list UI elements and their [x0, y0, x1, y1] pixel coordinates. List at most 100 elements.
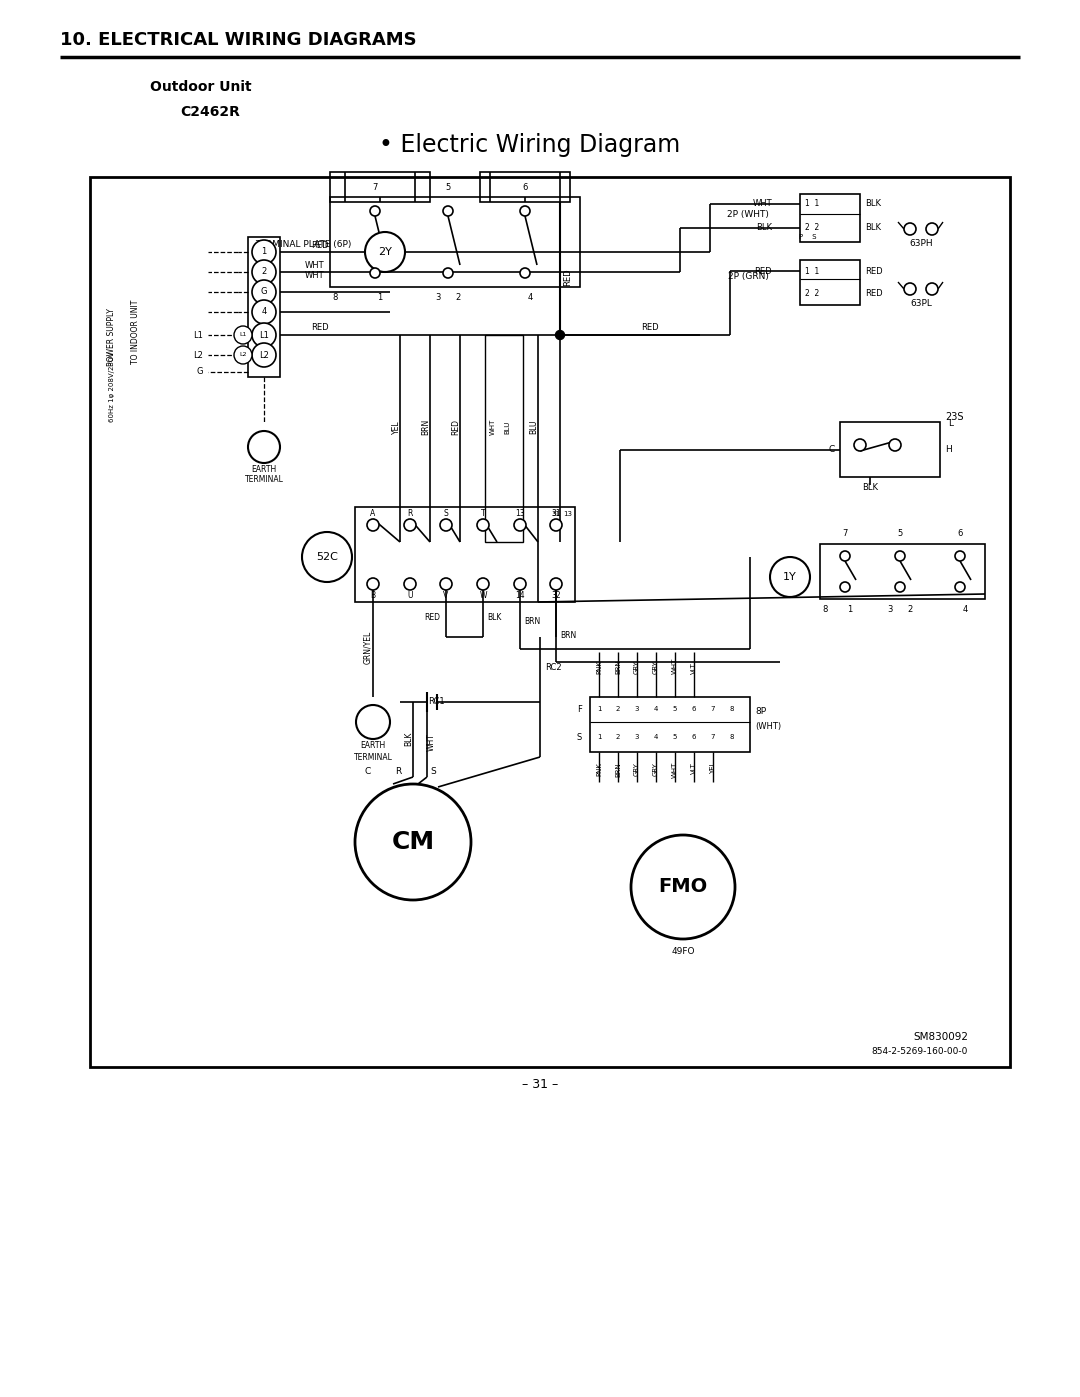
Circle shape — [443, 205, 453, 217]
Text: 2: 2 — [456, 292, 461, 302]
Text: – 31 –: – 31 – — [522, 1077, 558, 1091]
Text: 3: 3 — [635, 733, 639, 740]
Text: BLK: BLK — [756, 224, 772, 232]
Text: L2: L2 — [240, 352, 246, 358]
Text: 6: 6 — [692, 705, 697, 712]
Text: 1  1: 1 1 — [805, 200, 819, 208]
Text: 2: 2 — [261, 267, 267, 277]
Text: TERMINAL: TERMINAL — [244, 475, 283, 485]
Text: RED: RED — [865, 289, 882, 298]
Bar — [485, 335, 523, 542]
Circle shape — [550, 520, 562, 531]
Text: BLK: BLK — [865, 224, 881, 232]
Text: R: R — [407, 510, 413, 518]
Bar — [820, 543, 985, 599]
Circle shape — [252, 240, 276, 264]
Text: TERMINAL: TERMINAL — [353, 753, 392, 761]
Circle shape — [555, 331, 565, 339]
Text: R: R — [395, 767, 401, 777]
Text: RED: RED — [865, 267, 882, 275]
Circle shape — [514, 578, 526, 590]
Bar — [248, 237, 280, 377]
Text: RED: RED — [311, 240, 328, 250]
Text: L2: L2 — [193, 351, 203, 359]
Circle shape — [889, 439, 901, 451]
Text: RED: RED — [564, 268, 572, 286]
Circle shape — [248, 432, 280, 462]
Text: P    S: P S — [799, 235, 816, 240]
Text: 63PH: 63PH — [909, 239, 933, 247]
Text: RED: RED — [311, 324, 328, 332]
Text: F: F — [577, 704, 582, 714]
Text: BRN: BRN — [561, 630, 577, 640]
Text: VLT: VLT — [691, 761, 697, 774]
Text: 2P (WHT): 2P (WHT) — [727, 210, 769, 218]
Text: 5: 5 — [445, 183, 450, 191]
Text: 2: 2 — [907, 605, 913, 613]
Text: 63PL: 63PL — [910, 299, 932, 307]
Text: T: T — [481, 510, 485, 518]
Text: FMO: FMO — [659, 877, 707, 897]
Text: 31: 31 — [551, 510, 561, 518]
Bar — [800, 194, 860, 242]
Text: EARTH: EARTH — [252, 464, 276, 474]
Text: BRN: BRN — [421, 419, 431, 434]
Text: BLK: BLK — [405, 732, 414, 746]
Bar — [90, 177, 1010, 1067]
Text: WHT: WHT — [490, 419, 496, 436]
Text: 2  2: 2 2 — [805, 224, 819, 232]
Circle shape — [895, 550, 905, 562]
Text: 7: 7 — [711, 733, 715, 740]
Circle shape — [854, 439, 866, 451]
Text: 2Y: 2Y — [378, 247, 392, 257]
Text: GRY: GRY — [653, 661, 659, 673]
Text: L2: L2 — [259, 351, 269, 359]
Text: U: U — [407, 591, 413, 599]
Text: 7: 7 — [711, 705, 715, 712]
Circle shape — [550, 578, 562, 590]
Circle shape — [519, 268, 530, 278]
Text: BLK: BLK — [487, 612, 501, 622]
Circle shape — [356, 705, 390, 739]
Text: WHT: WHT — [306, 260, 325, 270]
Text: 2: 2 — [616, 705, 620, 712]
Text: 5: 5 — [673, 733, 677, 740]
Text: 1: 1 — [597, 705, 602, 712]
Text: CM: CM — [391, 830, 434, 854]
Bar — [800, 260, 860, 305]
Text: WHT: WHT — [753, 200, 772, 208]
Text: C: C — [365, 767, 372, 777]
Text: S: S — [430, 767, 436, 777]
Text: 2: 2 — [616, 733, 620, 740]
Text: B: B — [370, 591, 376, 599]
Text: 1Y: 1Y — [783, 571, 797, 583]
Circle shape — [895, 583, 905, 592]
Text: W: W — [480, 591, 487, 599]
Circle shape — [367, 578, 379, 590]
Text: TO INDOOR UNIT: TO INDOOR UNIT — [131, 300, 139, 365]
Text: 854-2-5269-160-00-0: 854-2-5269-160-00-0 — [872, 1048, 968, 1056]
Text: RC1: RC1 — [429, 697, 445, 707]
Circle shape — [252, 260, 276, 284]
Circle shape — [252, 344, 276, 367]
Text: 8P: 8P — [755, 707, 766, 717]
Text: 49FO: 49FO — [672, 947, 694, 957]
Text: 5: 5 — [673, 705, 677, 712]
Text: C2462R: C2462R — [180, 105, 240, 119]
Text: 60Hz 1φ 208V/230V: 60Hz 1φ 208V/230V — [109, 352, 114, 422]
Circle shape — [840, 550, 850, 562]
Text: 10. ELECTRICAL WIRING DIAGRAMS: 10. ELECTRICAL WIRING DIAGRAMS — [60, 31, 417, 49]
Circle shape — [302, 532, 352, 583]
Text: 7: 7 — [373, 183, 378, 191]
Circle shape — [404, 578, 416, 590]
Text: YEL: YEL — [710, 761, 716, 774]
Text: RED: RED — [451, 419, 460, 434]
Circle shape — [365, 232, 405, 272]
Circle shape — [904, 284, 916, 295]
Text: WHT: WHT — [427, 733, 435, 752]
Text: 1: 1 — [377, 292, 382, 302]
Circle shape — [926, 284, 939, 295]
Text: 6: 6 — [957, 529, 962, 538]
Text: 8: 8 — [333, 292, 338, 302]
Text: 13: 13 — [564, 511, 572, 517]
